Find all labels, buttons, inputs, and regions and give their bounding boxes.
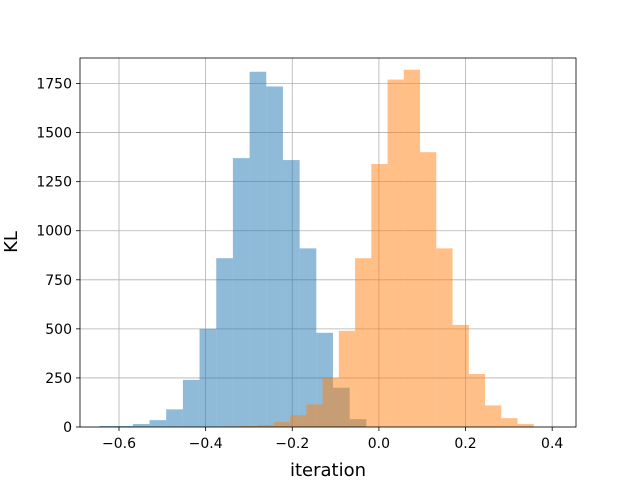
histogram-bar [387, 79, 404, 427]
y-tick-label: 250 [45, 371, 72, 387]
histogram-bar [149, 420, 167, 427]
y-axis-label: KL [1, 231, 22, 253]
histogram-bar [182, 379, 200, 427]
histogram-bar [322, 377, 339, 427]
plot-frame [79, 57, 577, 428]
y-tick-label: 500 [45, 322, 72, 338]
histogram-bar [99, 426, 117, 427]
histogram-bar [452, 324, 469, 427]
histogram-bar [468, 374, 486, 427]
histogram-series-2 [225, 69, 534, 427]
histogram-bar [199, 328, 217, 427]
histogram-bar [290, 415, 307, 427]
histogram-bar [249, 71, 267, 427]
histogram-bar [216, 258, 233, 427]
bars-layer [99, 69, 534, 427]
x-tick-label: −0.4 [189, 436, 223, 452]
x-tick-label: −0.6 [102, 436, 136, 452]
histogram-bar [232, 158, 250, 427]
histogram-bar [517, 424, 534, 427]
y-tick-label: 1000 [36, 224, 72, 240]
histogram-bar [501, 418, 518, 427]
histogram-bar [338, 330, 356, 427]
y-tick-label: 1250 [36, 175, 72, 191]
histogram-bar [116, 426, 133, 427]
x-tick-label: 0.4 [541, 436, 563, 452]
histogram-bar [306, 404, 323, 427]
histogram-bar [436, 248, 453, 427]
grid-layer [80, 58, 576, 428]
ticks-layer: −0.6 −0.4 −0.2 0.0 0.2 0.4 0 250 500 750 1000 1250 1… [36, 77, 563, 452]
histogram-bar [299, 248, 317, 427]
y-tick-label: 1500 [36, 126, 72, 142]
y-tick-label: 0 [63, 420, 72, 436]
histogram-bar [166, 409, 183, 427]
histogram-bar [403, 69, 421, 427]
histogram-bar [485, 405, 502, 427]
x-axis-label: iteration [290, 460, 366, 480]
histogram-bar [273, 422, 291, 427]
histogram-bar [266, 86, 283, 427]
histogram-series-1 [99, 71, 367, 427]
histogram-bar [282, 160, 300, 427]
histogram-bar [241, 426, 258, 427]
histogram-bar [132, 424, 150, 427]
histogram-bar [355, 258, 372, 427]
x-tick-label: 0.2 [454, 436, 476, 452]
x-tick-label: −0.2 [275, 436, 309, 452]
y-tick-label: 1750 [36, 77, 72, 93]
histogram-bar [371, 163, 388, 427]
histogram-bar [257, 425, 274, 427]
y-tick-label: 750 [45, 273, 72, 289]
histogram-bar [420, 152, 437, 427]
x-tick-label: 0.0 [368, 436, 390, 452]
